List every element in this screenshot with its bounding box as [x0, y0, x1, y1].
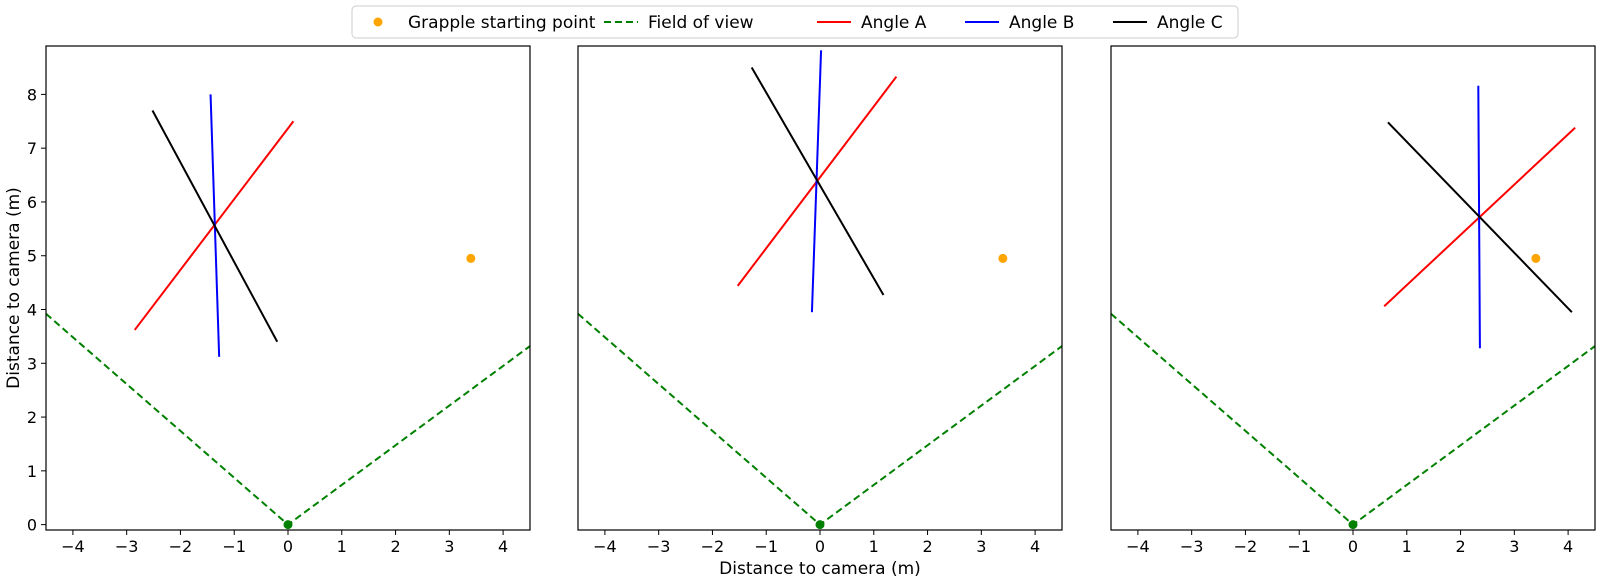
y-tick-label: 8: [27, 85, 37, 104]
panel-2: −4 −3 −2 −1 0 1 2 3 4: [577, 45, 1063, 556]
panel-1: −4 −3 −2 −1 0 1 2 3 4 0 1 2 3 4 5 6 7 8: [27, 45, 531, 556]
y-tick-label: 7: [27, 139, 37, 158]
legend: Grapple starting point Field of view Angle…: [351, 5, 1239, 39]
legend-entry-angle-b: Angle B: [965, 13, 1074, 33]
x-tick-label: 3: [1509, 537, 1519, 556]
legend-box: [351, 5, 1239, 39]
plot-area: [1111, 85, 1595, 530]
x-tick-label: 2: [922, 537, 932, 556]
y-tick-label: 6: [27, 193, 37, 212]
legend-label: Angle C: [1157, 13, 1223, 33]
panel-frame: [45, 45, 531, 531]
legend-label: Angle B: [1009, 13, 1074, 33]
x-tick-label: −3: [115, 537, 139, 556]
camera-point: [283, 520, 293, 530]
x-tick-label: 4: [1563, 537, 1573, 556]
x-tick-label: 4: [1030, 537, 1040, 556]
y-tick-label: 4: [27, 301, 37, 320]
plot-area: [46, 94, 530, 530]
x-tick-label: 0: [815, 537, 825, 556]
legend-entry-grapple: Grapple starting point: [373, 13, 596, 33]
x-tick-label: −4: [1126, 537, 1150, 556]
y-axis-label: Distance to camera (m): [4, 187, 24, 389]
x-tick-label: −4: [593, 537, 617, 556]
x-tick-label: −3: [1180, 537, 1204, 556]
x-tick-label: 0: [283, 537, 293, 556]
x-tick-label: 4: [498, 537, 508, 556]
grapple-point: [466, 253, 476, 263]
y-tick-label: 0: [27, 516, 37, 535]
panel-frame: [1110, 45, 1596, 531]
x-tick-label: −1: [1287, 537, 1311, 556]
x-tick-label: 1: [337, 537, 347, 556]
y-tick-label: 3: [27, 354, 37, 373]
angle-c-line: [750, 67, 885, 296]
panel-frame: [577, 45, 1063, 531]
legend-label: Field of view: [648, 13, 754, 33]
legend-entry-fov: Field of view: [604, 13, 754, 33]
legend-label: Grapple starting point: [408, 13, 596, 33]
plot-area: [578, 50, 1062, 530]
y-tick-label: 2: [27, 408, 37, 427]
angle-c-line: [151, 110, 279, 343]
x-tick-label: −3: [647, 537, 671, 556]
camera-point: [1348, 520, 1358, 530]
x-tick-label: 3: [976, 537, 986, 556]
panel-3: −4 −3 −2 −1 0 1 2 3 4: [1110, 45, 1596, 556]
x-tick-label: 3: [444, 537, 454, 556]
x-tick-label: 2: [1455, 537, 1465, 556]
legend-label: Angle A: [861, 13, 927, 33]
legend-entry-angle-c: Angle C: [1113, 13, 1223, 33]
x-tick-label: −2: [1234, 537, 1258, 556]
field-of-view-line: [578, 313, 1062, 526]
x-tick-label: −1: [222, 537, 246, 556]
angle-c-line: [1387, 121, 1573, 313]
x-tick-label: 1: [1402, 537, 1412, 556]
x-tick-label: −4: [61, 537, 85, 556]
x-axis-label: Distance to camera (m): [719, 559, 921, 579]
field-of-view-line: [1111, 313, 1595, 526]
legend-entry-angle-a: Angle A: [817, 13, 927, 33]
x-tick-label: −2: [701, 537, 725, 556]
x-tick-label: −1: [754, 537, 778, 556]
x-tick-label: 2: [390, 537, 400, 556]
camera-point: [815, 520, 825, 530]
field-of-view-line: [46, 313, 530, 526]
legend-marker: [373, 17, 383, 27]
grapple-point: [1531, 253, 1541, 263]
x-tick-label: 1: [869, 537, 879, 556]
grapple-point: [998, 253, 1008, 263]
x-tick-label: 0: [1348, 537, 1358, 556]
y-tick-label: 5: [27, 247, 37, 266]
y-tick-label: 1: [27, 462, 37, 481]
x-tick-label: −2: [169, 537, 193, 556]
